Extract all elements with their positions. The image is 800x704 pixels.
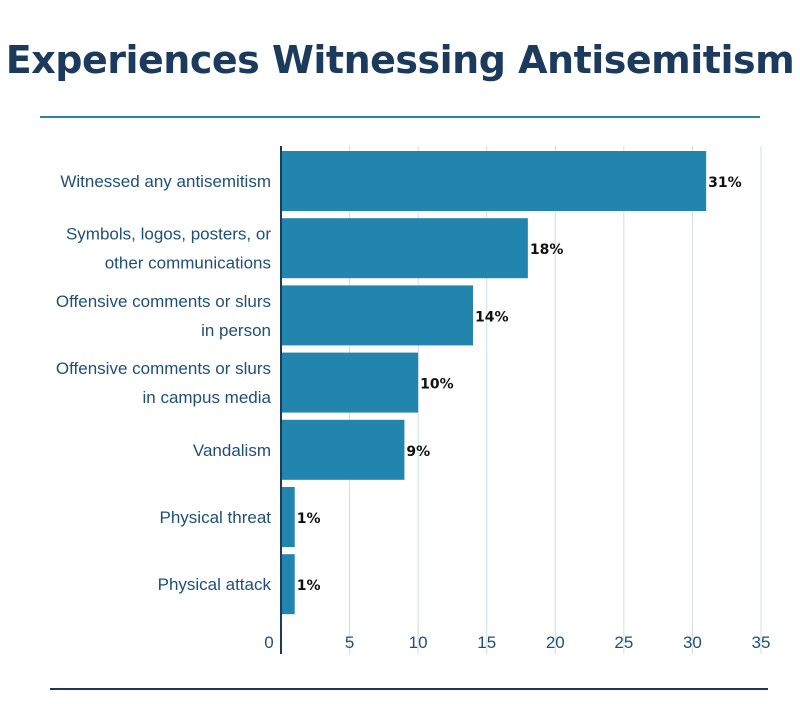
category-label: Physical attack [158,575,272,594]
title-divider [40,116,760,118]
data-label: 18% [530,242,564,258]
chart-title: Experiences Witnessing Antisemitism [5,38,795,82]
bar [281,554,295,615]
x-tick-label: 25 [614,633,633,652]
category-label: in campus media [142,388,271,407]
bottom-divider [50,688,768,690]
x-tick-label: 0 [264,633,273,652]
x-tick-label: 15 [477,633,496,652]
data-label: 31% [708,175,742,191]
data-labels: 31% 18% 14% 10% 9% 1% 1% [297,175,742,594]
bar [281,151,707,211]
x-axis-ticks: 0 5 10 15 20 25 30 35 [264,633,770,652]
category-label: Offensive comments or slurs [56,359,271,378]
category-label: Physical threat [160,508,272,527]
data-label: 10% [420,377,454,393]
x-tick-label: 10 [409,633,428,652]
category-label: Witnessed any antisemitism [60,172,271,191]
category-labels: Witnessed any antisemitism Symbols, logos… [56,172,272,594]
data-label: 9% [406,444,430,460]
bar [281,218,528,279]
category-label: other communications [105,254,271,273]
x-tick-label: 35 [752,633,771,652]
x-tick-label: 30 [683,633,702,652]
category-label: Vandalism [193,441,271,460]
bar [281,487,295,547]
data-label: 1% [297,578,321,594]
x-tick-label: 20 [546,633,565,652]
bar [281,285,473,346]
category-label: Symbols, logos, posters, or [66,225,271,244]
bar [281,419,405,480]
category-label: in person [201,321,271,340]
bar [281,352,419,413]
x-tick-label: 5 [345,633,354,652]
data-label: 1% [297,511,321,527]
data-label: 14% [475,309,509,325]
category-label: Offensive comments or slurs [56,292,271,311]
bars [281,151,707,615]
